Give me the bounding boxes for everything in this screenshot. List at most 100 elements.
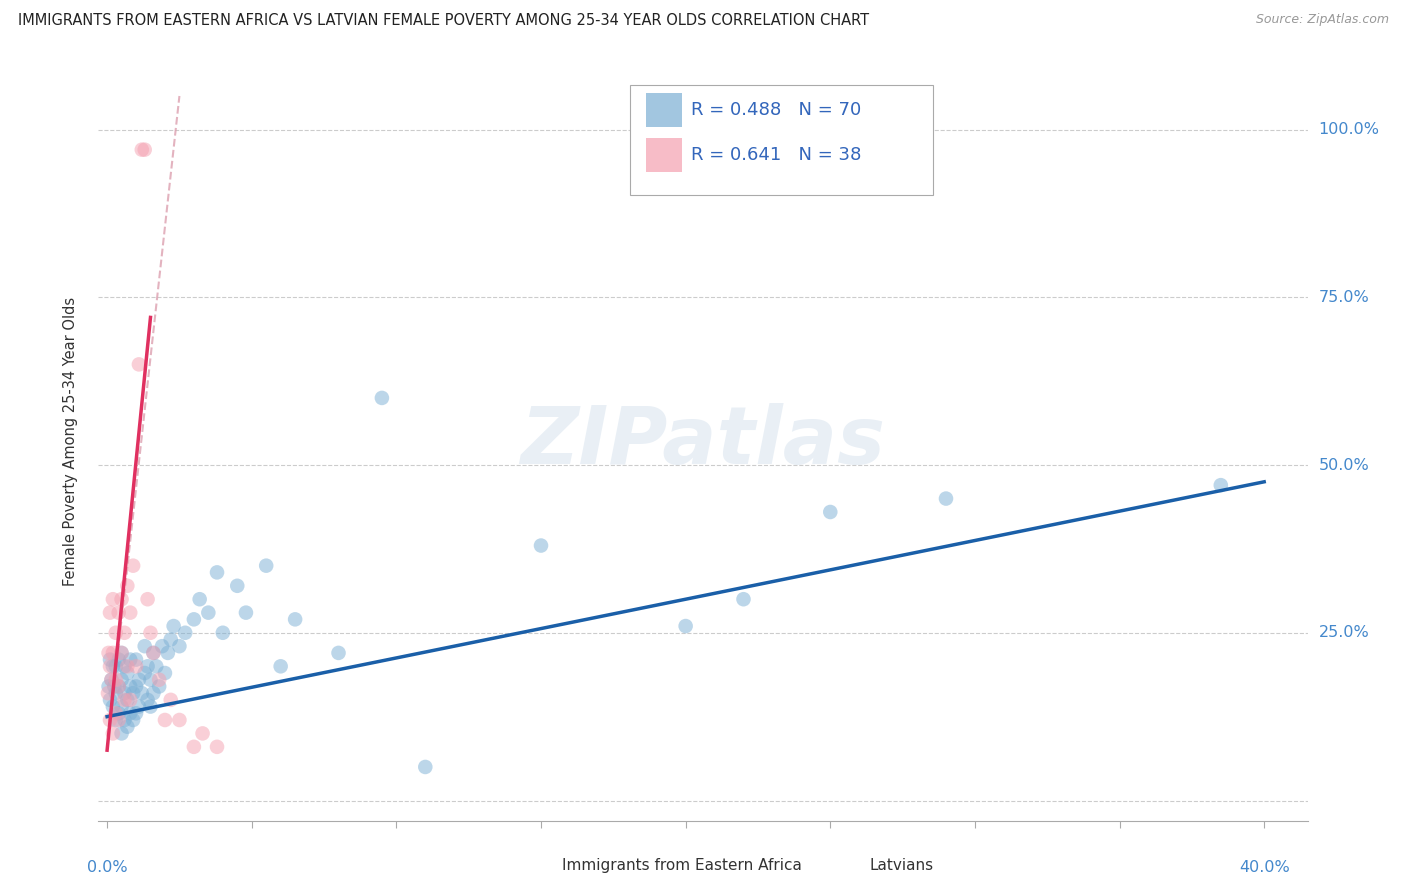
Point xyxy=(107,713,129,727)
Text: Immigrants from Eastern Africa: Immigrants from Eastern Africa xyxy=(561,858,801,873)
Point xyxy=(139,673,162,687)
Point xyxy=(125,680,148,694)
Point xyxy=(125,706,148,721)
Text: R = 0.488   N = 70: R = 0.488 N = 70 xyxy=(690,101,860,119)
Point xyxy=(107,652,129,666)
Point xyxy=(131,686,153,700)
Point xyxy=(235,606,257,620)
Point xyxy=(101,699,124,714)
Point xyxy=(153,713,176,727)
Point xyxy=(675,619,697,633)
Point xyxy=(254,558,277,573)
Point xyxy=(97,680,120,694)
Point xyxy=(114,659,136,673)
Point xyxy=(107,680,129,694)
Point xyxy=(284,612,307,626)
Point xyxy=(148,680,170,694)
Text: 100.0%: 100.0% xyxy=(1319,122,1379,137)
Text: R = 0.641   N = 38: R = 0.641 N = 38 xyxy=(690,146,862,164)
Point xyxy=(122,713,145,727)
FancyBboxPatch shape xyxy=(647,138,682,172)
Point xyxy=(104,659,127,673)
Point xyxy=(101,726,124,740)
Point xyxy=(114,713,136,727)
Point xyxy=(128,673,150,687)
Point xyxy=(97,686,120,700)
Point xyxy=(205,739,228,754)
Point xyxy=(188,592,211,607)
Point xyxy=(159,632,181,647)
Point xyxy=(530,539,553,553)
Point xyxy=(107,706,129,721)
Point xyxy=(114,625,136,640)
Point xyxy=(122,686,145,700)
FancyBboxPatch shape xyxy=(527,854,554,878)
Point xyxy=(1209,478,1232,492)
Point xyxy=(136,693,159,707)
Point xyxy=(131,143,153,157)
Point xyxy=(139,625,162,640)
Point xyxy=(114,693,136,707)
Point xyxy=(159,693,181,707)
Point xyxy=(197,606,219,620)
Point xyxy=(104,625,127,640)
Point xyxy=(142,646,165,660)
Point xyxy=(97,646,120,660)
Point xyxy=(169,639,191,653)
Point xyxy=(120,680,142,694)
Point xyxy=(328,646,350,660)
Point xyxy=(104,713,127,727)
Point xyxy=(733,592,755,607)
Text: ZIPatlas: ZIPatlas xyxy=(520,402,886,481)
Point xyxy=(104,706,127,721)
Point xyxy=(101,592,124,607)
Point xyxy=(100,673,122,687)
Point xyxy=(117,720,139,734)
Point xyxy=(153,666,176,681)
Point xyxy=(98,659,121,673)
Text: 75.0%: 75.0% xyxy=(1319,290,1369,305)
Point xyxy=(183,739,205,754)
Point xyxy=(110,592,132,607)
Point xyxy=(110,646,132,660)
Point xyxy=(270,659,292,673)
Point xyxy=(110,699,132,714)
Point xyxy=(136,592,159,607)
Point xyxy=(142,646,165,660)
Text: 40.0%: 40.0% xyxy=(1239,860,1289,874)
Point xyxy=(117,693,139,707)
Point xyxy=(107,606,129,620)
Point xyxy=(125,652,148,666)
FancyBboxPatch shape xyxy=(837,854,863,878)
Point xyxy=(117,579,139,593)
Text: 0.0%: 0.0% xyxy=(87,860,128,874)
Point xyxy=(117,666,139,681)
Point xyxy=(98,713,121,727)
Point xyxy=(104,686,127,700)
Point xyxy=(134,143,156,157)
Point xyxy=(107,680,129,694)
Point xyxy=(101,659,124,673)
Point xyxy=(104,673,127,687)
Point xyxy=(128,699,150,714)
Text: 50.0%: 50.0% xyxy=(1319,458,1369,473)
Point xyxy=(120,652,142,666)
Point xyxy=(110,673,132,687)
Point xyxy=(98,693,121,707)
Point xyxy=(226,579,249,593)
Point xyxy=(169,713,191,727)
Point xyxy=(371,391,394,405)
Point xyxy=(120,693,142,707)
Point xyxy=(145,659,167,673)
Text: 25.0%: 25.0% xyxy=(1319,625,1369,640)
Point xyxy=(128,357,150,371)
Point xyxy=(211,625,233,640)
Point xyxy=(98,606,121,620)
Point xyxy=(117,659,139,673)
Text: Source: ZipAtlas.com: Source: ZipAtlas.com xyxy=(1256,13,1389,27)
Point xyxy=(100,673,122,687)
Point xyxy=(134,639,156,653)
FancyBboxPatch shape xyxy=(630,85,932,195)
Point xyxy=(174,625,197,640)
Point xyxy=(156,646,179,660)
